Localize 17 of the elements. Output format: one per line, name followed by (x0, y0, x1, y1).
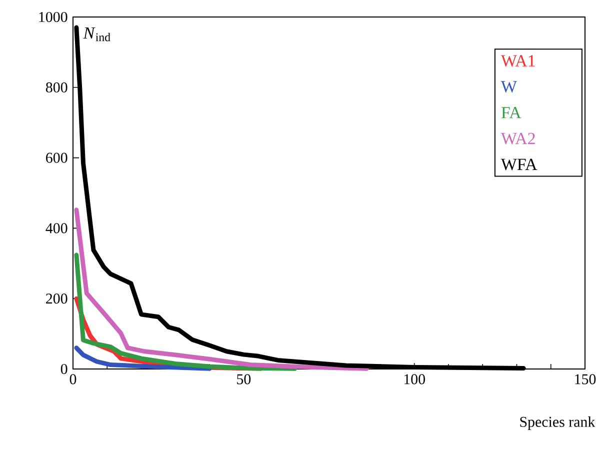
text: WA2 (500, 132, 535, 144)
y-axis-title: N$_{ind}$ (83, 27, 110, 42)
x-tick-label: 100 (404, 374, 425, 384)
x-tick-label: 0 (70, 374, 76, 384)
y-tick-label: 800 (46, 82, 68, 92)
x-tick-label: 150 (575, 374, 596, 384)
y-tick-label: 400 (46, 223, 68, 234)
y-tick-label: 600 (46, 152, 68, 163)
x-tick-label: 50 (237, 374, 251, 384)
x-axis-title: Species rank (520, 416, 596, 430)
text: WFA (500, 158, 538, 170)
y-tick-label: 0 (60, 364, 68, 374)
y-tick-label: 200 (46, 294, 68, 304)
text: WA1 (500, 55, 535, 67)
text: W (500, 81, 517, 93)
y-tick-label: 1000 (39, 12, 68, 22)
text: FA (501, 106, 522, 118)
